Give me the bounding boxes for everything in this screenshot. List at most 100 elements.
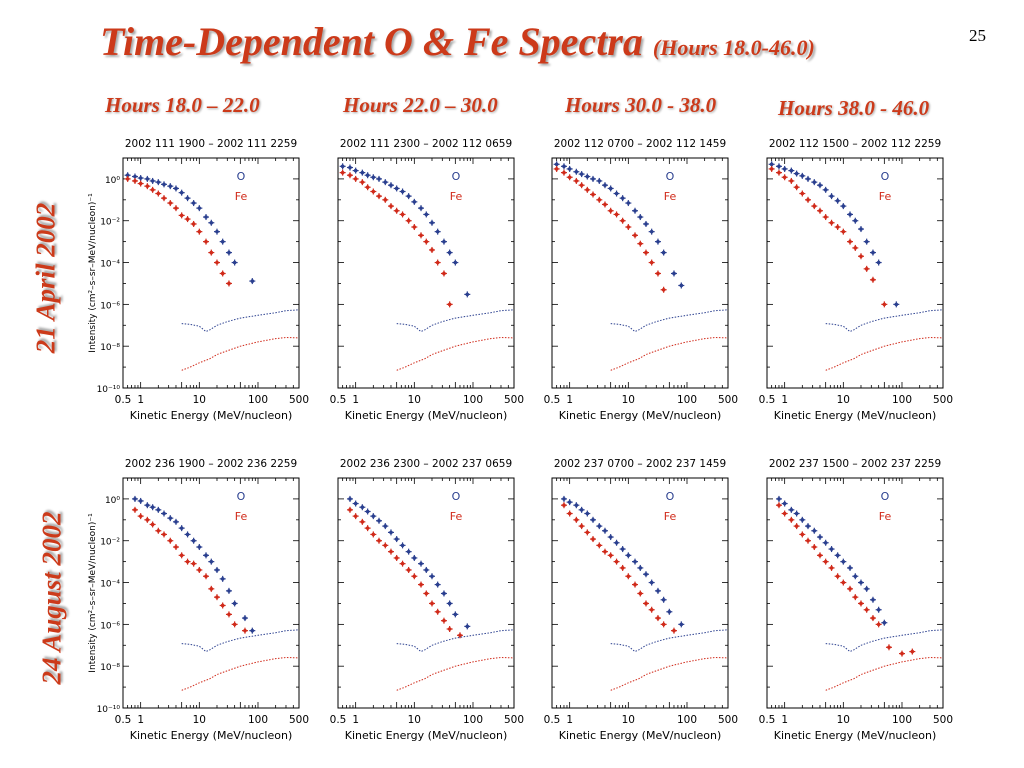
panel-title: 2002 111 2300 – 2002 112 0659 — [340, 138, 512, 150]
x-tick-label: 500 — [933, 714, 953, 726]
o-point — [179, 190, 184, 195]
fe-point — [910, 649, 915, 654]
x-tick-label: 1 — [137, 714, 144, 726]
o-point — [340, 164, 345, 169]
o-point — [644, 222, 648, 226]
o-threshold-line — [610, 629, 729, 653]
fe-point — [656, 271, 660, 276]
o-point — [383, 180, 388, 184]
o-threshold-line — [610, 309, 729, 333]
o-point — [823, 540, 828, 545]
fe-point — [389, 204, 393, 208]
chart-panel-7: 0.5 1 10 100 500 2002 237 0700 – 2002 237 145… — [544, 458, 738, 742]
fe-point — [882, 302, 887, 307]
x-tick-label: 100 — [248, 714, 268, 726]
fe-point — [608, 553, 613, 558]
chart-panel-2: 0.5 1 10 100 500 2002 111 2300 – 2002 112 065… — [330, 138, 524, 422]
legend-fe: Fe — [450, 190, 463, 203]
x-tick-label: 500 — [289, 394, 309, 406]
x-tick-label: 10 — [408, 394, 421, 406]
fe-point — [579, 183, 584, 188]
fe-point — [209, 250, 214, 255]
y-tick-label: 10⁻⁸ — [100, 343, 120, 353]
fe-point — [371, 189, 376, 194]
o-point — [348, 165, 352, 170]
o-point — [220, 239, 225, 244]
fe-point — [125, 177, 130, 181]
o-point — [823, 188, 828, 192]
o-point — [156, 508, 161, 512]
o-point — [435, 582, 440, 587]
fe-point — [412, 574, 417, 579]
o-point — [661, 597, 666, 602]
o-point — [133, 174, 137, 179]
o-point — [672, 271, 676, 276]
o-point — [567, 500, 572, 504]
o-point — [597, 179, 602, 183]
x-tick-label: 0.5 — [544, 714, 561, 726]
x-tick-label: 0.5 — [115, 394, 132, 406]
o-point — [133, 497, 137, 501]
fe-point — [818, 553, 822, 558]
legend-o: O — [881, 170, 890, 183]
fe-point — [400, 212, 405, 217]
o-point — [829, 547, 834, 551]
y-tick-label: 10⁻⁴ — [100, 260, 120, 270]
fe-point — [442, 618, 446, 623]
o-point — [419, 561, 423, 566]
slide-title: Time-Dependent O & Fe Spectra (Hours 18.… — [100, 18, 980, 65]
o-point — [859, 227, 863, 231]
fe-point — [389, 549, 393, 554]
fe-threshold-line — [181, 656, 300, 691]
o-point — [125, 173, 130, 178]
legend-fe: Fe — [664, 190, 677, 203]
o-point — [465, 292, 470, 297]
o-point — [853, 574, 858, 579]
o-point — [871, 250, 875, 255]
plot-frame — [766, 157, 944, 389]
o-point — [150, 179, 155, 183]
legend-fe: Fe — [879, 190, 892, 203]
fe-point — [371, 532, 376, 537]
panel-title: 2002 111 1900 – 2002 111 2259 — [125, 138, 297, 150]
x-tick-label: 100 — [463, 714, 483, 726]
y-axis-label: Intensity (cm²–s–sr–MeV/nucleon)⁻¹ — [88, 193, 98, 353]
o-point — [220, 577, 225, 581]
fe-threshold-line — [396, 656, 515, 691]
fe-point — [620, 218, 625, 223]
o-point — [168, 184, 173, 188]
fe-point — [227, 281, 231, 286]
o-point — [389, 530, 393, 535]
fe-point — [789, 179, 794, 183]
fe-point — [435, 609, 440, 614]
y-tick-label: 10⁰ — [105, 176, 120, 186]
x-axis-label: Kinetic Energy (MeV/nucleon) — [130, 729, 293, 742]
fe-point — [162, 196, 166, 200]
fe-point — [579, 524, 584, 528]
o-point — [348, 497, 352, 501]
chart-panel-4: 0.5 1 10 100 500 2002 112 1500 – 2002 112 225… — [759, 138, 953, 422]
plot-frame — [337, 477, 515, 709]
fe-point — [800, 532, 805, 537]
o-point — [215, 229, 219, 234]
o-point — [853, 218, 858, 223]
o-point — [365, 509, 370, 514]
fe-point — [400, 561, 405, 566]
o-point — [150, 505, 155, 510]
x-tick-label: 10 — [193, 714, 206, 726]
o-point — [620, 547, 625, 551]
fe-point — [215, 595, 219, 599]
panel-title: 2002 237 0700 – 2002 237 1459 — [554, 458, 726, 470]
fe-point — [185, 559, 190, 564]
column-header-3: Hours 30.0 - 38.0 — [565, 93, 717, 117]
fe-point — [458, 633, 462, 638]
o-point — [579, 172, 584, 176]
panel-title: 2002 236 2300 – 2002 237 0659 — [340, 458, 512, 470]
panel-title: 2002 237 1500 – 2002 237 2259 — [769, 458, 941, 470]
o-point — [197, 206, 202, 210]
fe-point — [191, 222, 196, 226]
fe-point — [806, 538, 810, 543]
x-tick-label: 10 — [622, 714, 635, 726]
fe-point — [442, 271, 446, 276]
o-point — [209, 220, 214, 225]
